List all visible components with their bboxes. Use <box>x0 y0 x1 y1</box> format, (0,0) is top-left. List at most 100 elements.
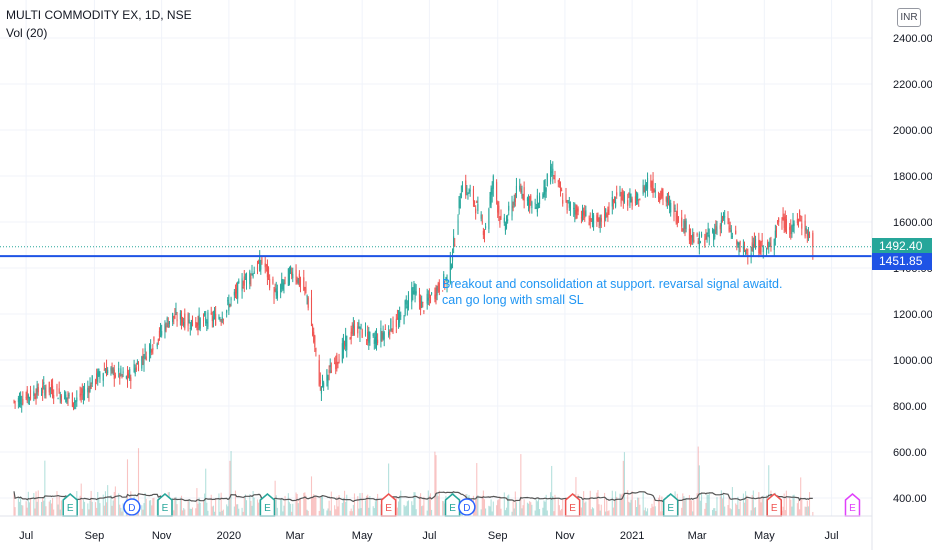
volume-bar <box>399 495 401 516</box>
candle-body <box>71 392 73 407</box>
volume-bar <box>512 501 514 516</box>
event-marker[interactable]: E <box>662 493 679 517</box>
candle-body <box>359 331 361 336</box>
event-marker[interactable]: E <box>380 493 397 517</box>
candle-body <box>457 219 459 235</box>
volume-bar <box>305 495 307 516</box>
candle-body <box>454 244 456 246</box>
volume-bar <box>364 500 367 516</box>
volume-bar <box>442 500 444 516</box>
candle-body <box>128 373 130 378</box>
volume-bar <box>429 493 432 516</box>
candle-body <box>58 388 60 393</box>
candle-body <box>799 210 801 218</box>
volume-bar <box>535 499 537 516</box>
volume-bar <box>628 501 630 516</box>
volume-bar <box>750 510 752 516</box>
volume-bar <box>762 495 764 516</box>
volume-bar <box>800 477 802 516</box>
candle-body <box>196 323 198 327</box>
event-marker[interactable]: E <box>157 493 173 517</box>
candle-body <box>752 244 754 252</box>
volume-bar <box>435 455 437 516</box>
candle-body <box>713 230 715 241</box>
candle-body <box>760 246 762 253</box>
volume-bar <box>559 510 562 516</box>
candle-body <box>458 196 460 208</box>
event-label: E <box>264 503 271 514</box>
candle-body <box>204 312 206 316</box>
candle-body <box>761 240 763 242</box>
candle-body <box>476 201 478 203</box>
volume-bar <box>542 507 544 516</box>
volume-bar <box>17 496 19 516</box>
volume-bar <box>150 500 152 516</box>
volume-bar <box>638 497 640 516</box>
candle-body <box>156 343 158 347</box>
volume-bar <box>42 497 44 516</box>
candle-body <box>273 292 275 299</box>
volume-bar <box>716 497 718 516</box>
volume-bar <box>82 500 84 516</box>
volume-bar <box>808 492 811 516</box>
candle-body <box>520 188 522 193</box>
candle-body <box>383 332 385 340</box>
volume-bar <box>590 509 592 516</box>
event-label: E <box>849 503 856 514</box>
volume-bar <box>508 494 510 516</box>
event-marker[interactable]: E <box>444 493 461 517</box>
volume-bar <box>329 510 331 516</box>
candle-body <box>475 208 477 214</box>
event-marker[interactable]: E <box>62 493 78 517</box>
volume-bar <box>498 499 500 516</box>
candle-body <box>688 228 690 241</box>
event-marker[interactable]: D <box>458 498 476 516</box>
event-marker[interactable]: E <box>766 493 783 517</box>
volume-bar <box>330 491 332 516</box>
volume-bar <box>706 494 708 516</box>
volume-bar <box>213 511 216 516</box>
candle-body <box>724 216 726 218</box>
event-marker[interactable]: E <box>564 493 581 517</box>
volume-bar <box>81 508 83 516</box>
volume-bar <box>195 508 197 516</box>
candle-body <box>590 218 592 220</box>
currency-badge[interactable]: INR <box>897 8 921 27</box>
volume-bar <box>654 506 656 516</box>
candle-body <box>210 312 212 314</box>
event-marker[interactable]: E <box>259 493 276 517</box>
candle-body <box>357 326 359 334</box>
volume-bar <box>234 490 237 516</box>
candle-body <box>353 326 356 335</box>
volume-bar <box>245 500 248 516</box>
volume-bar <box>297 503 299 516</box>
candle-body <box>373 339 375 344</box>
volume-bar <box>358 508 360 516</box>
candle-body <box>195 321 197 328</box>
event-label: E <box>771 503 778 514</box>
volume-bar <box>357 496 359 516</box>
volume-bar <box>582 498 584 516</box>
event-marker[interactable]: E <box>844 493 861 517</box>
candle-body <box>706 232 708 241</box>
volume-bar <box>661 496 663 516</box>
volume-bar <box>607 511 609 516</box>
volume-bar <box>585 501 587 516</box>
volume-bar <box>735 503 737 516</box>
candle-body <box>384 328 386 330</box>
volume-bar <box>306 509 308 516</box>
volume-bar <box>335 509 337 516</box>
candle-body <box>198 314 200 325</box>
volume-bar <box>256 499 259 516</box>
candle-body <box>34 396 36 399</box>
volume-bar <box>50 503 53 516</box>
volume-bar <box>373 508 375 516</box>
candle-body <box>299 278 302 285</box>
candle-body <box>766 248 768 254</box>
event-marker[interactable]: D <box>123 498 141 516</box>
volume-bar <box>122 503 124 516</box>
candle-body <box>82 393 84 400</box>
